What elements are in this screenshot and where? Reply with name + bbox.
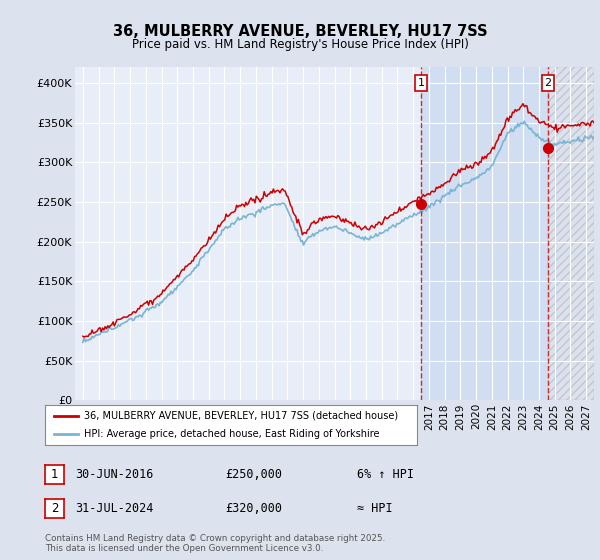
Text: Contains HM Land Registry data © Crown copyright and database right 2025.
This d: Contains HM Land Registry data © Crown c… <box>45 534 385 553</box>
Text: Price paid vs. HM Land Registry's House Price Index (HPI): Price paid vs. HM Land Registry's House … <box>131 38 469 51</box>
Text: 36, MULBERRY AVENUE, BEVERLEY, HU17 7SS: 36, MULBERRY AVENUE, BEVERLEY, HU17 7SS <box>113 24 487 39</box>
Text: 30-JUN-2016: 30-JUN-2016 <box>75 468 154 482</box>
Text: 2: 2 <box>545 78 551 88</box>
Text: £320,000: £320,000 <box>225 502 282 515</box>
Text: 31-JUL-2024: 31-JUL-2024 <box>75 502 154 515</box>
Text: 1: 1 <box>418 78 425 88</box>
Bar <box>548 67 594 400</box>
Text: 1: 1 <box>51 468 58 482</box>
Text: ≈ HPI: ≈ HPI <box>357 502 392 515</box>
Text: £250,000: £250,000 <box>225 468 282 482</box>
Text: 6% ↑ HPI: 6% ↑ HPI <box>357 468 414 482</box>
Text: 2: 2 <box>51 502 58 515</box>
Text: 36, MULBERRY AVENUE, BEVERLEY, HU17 7SS (detached house): 36, MULBERRY AVENUE, BEVERLEY, HU17 7SS … <box>84 411 398 421</box>
Bar <box>421 67 548 400</box>
Text: HPI: Average price, detached house, East Riding of Yorkshire: HPI: Average price, detached house, East… <box>84 430 380 439</box>
